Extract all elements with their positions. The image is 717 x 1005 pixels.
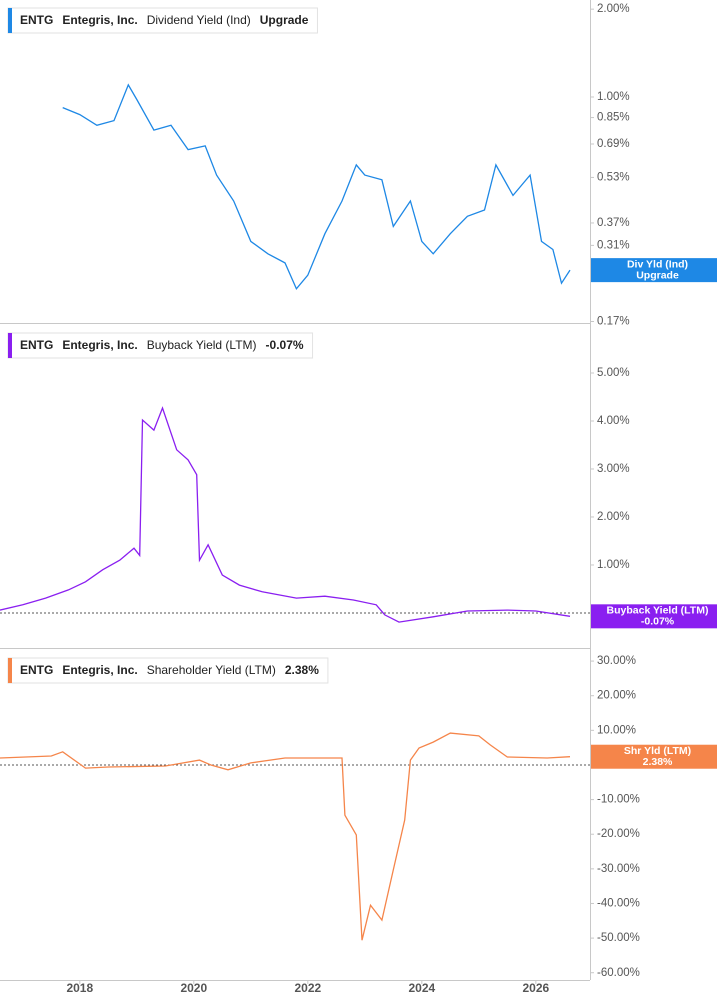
legend-box — [7, 332, 314, 359]
legend-company: Entegris, Inc. — [62, 338, 137, 352]
y-tick-label: -30.00% — [597, 863, 640, 875]
badge-label: Buyback Yield (LTM) — [607, 605, 709, 617]
x-tick-label: 2022 — [294, 981, 321, 995]
legend-company: Entegris, Inc. — [62, 13, 137, 27]
legend-ticker: ENTG — [20, 338, 53, 352]
legend-ticker: ENTG — [20, 663, 53, 677]
legend-metric: Dividend Yield (Ind) — [147, 13, 251, 27]
y-tick-label: 10.00% — [597, 724, 636, 736]
y-tick-label: 1.00% — [597, 559, 630, 571]
x-tick-label: 2018 — [66, 981, 93, 995]
line-series — [0, 732, 571, 941]
y-tick-label: 0.69% — [597, 138, 630, 150]
y-tick-label: -60.00% — [597, 967, 640, 979]
y-tick-label: 4.00% — [597, 415, 630, 427]
y-tick-label: -10.00% — [597, 794, 640, 806]
y-tick-label: -40.00% — [597, 898, 640, 910]
y-tick-label: 5.00% — [597, 367, 630, 379]
x-tick-label: 2024 — [408, 981, 435, 995]
badge-label: Div Yld (Ind) — [627, 258, 688, 270]
y-tick-label: 0.31% — [597, 239, 630, 251]
badge-value: Upgrade — [636, 269, 679, 281]
y-tick-label: 20.00% — [597, 690, 636, 702]
legend-swatch — [8, 658, 12, 683]
legend-company: Entegris, Inc. — [62, 663, 137, 677]
y-tick-label: -50.00% — [597, 932, 640, 944]
last-value-badge — [591, 604, 717, 629]
y-tick-label: 3.00% — [597, 463, 630, 475]
line-series — [0, 406, 571, 623]
legend-metric: Shareholder Yield (LTM) — [147, 663, 276, 677]
legend-box — [7, 7, 318, 34]
legend-metric: Buyback Yield (LTM) — [147, 338, 257, 352]
y-tick-label: 2.00% — [597, 3, 630, 15]
legend-swatch — [8, 8, 12, 33]
legend: ENTG Entegris, Inc. Shareholder Yield (LTM… — [7, 657, 329, 684]
legend-box — [7, 657, 329, 684]
legend: ENTG Entegris, Inc. Buyback Yield (LTM) -0.… — [7, 332, 314, 359]
y-tick-label: 0.85% — [597, 112, 630, 124]
badge-label: Shr Yld (LTM) — [624, 745, 691, 757]
legend-value-text: 2.38% — [285, 663, 319, 677]
legend-swatch — [8, 333, 12, 358]
x-tick-label: 2020 — [180, 981, 207, 995]
y-tick-label: 0.37% — [597, 217, 630, 229]
y-tick-label: 1.00% — [597, 91, 630, 103]
x-tick-label: 2026 — [522, 981, 549, 995]
y-tick-label: 2.00% — [597, 511, 630, 523]
legend-value-text: Upgrade — [260, 13, 309, 27]
legend-value-text: -0.07% — [266, 338, 304, 352]
badge-value: 2.38% — [643, 756, 673, 768]
y-tick-label: 0.17% — [597, 316, 630, 328]
legend-ticker: ENTG — [20, 13, 53, 27]
line-series — [62, 83, 571, 291]
badge-value: -0.07% — [641, 616, 675, 628]
y-tick-label: 0.53% — [597, 171, 630, 183]
last-value-badge — [591, 744, 717, 769]
last-value-badge — [591, 258, 717, 283]
y-tick-label: -20.00% — [597, 828, 640, 840]
y-tick-label: 30.00% — [597, 655, 636, 667]
legend: ENTG Entegris, Inc. Dividend Yield (Ind) Up… — [7, 7, 318, 34]
